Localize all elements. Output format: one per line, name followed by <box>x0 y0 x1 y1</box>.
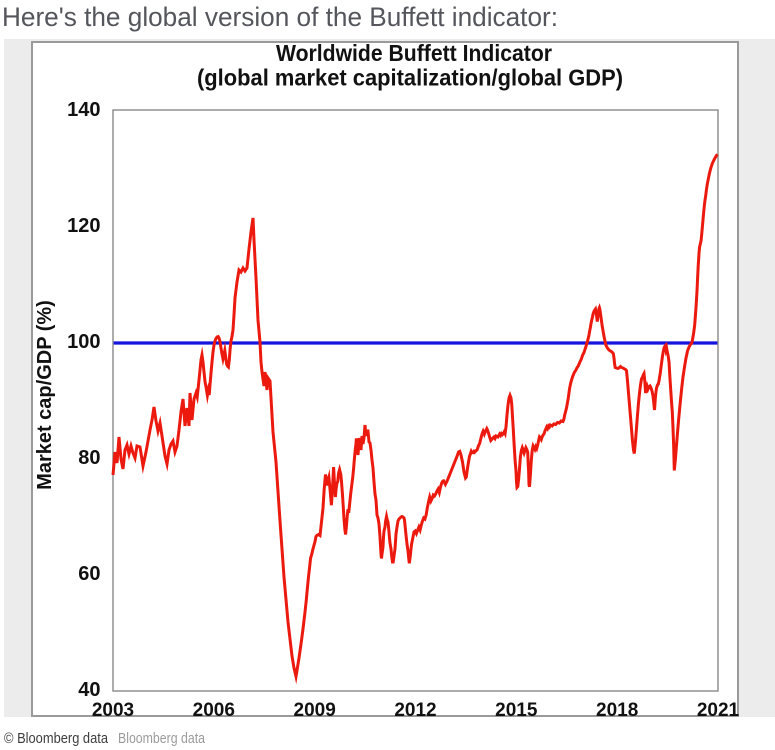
svg-text:2003: 2003 <box>92 700 134 721</box>
svg-text:2006: 2006 <box>193 700 235 721</box>
svg-text:Market cap/GDP (%): Market cap/GDP (%) <box>34 300 56 490</box>
svg-text:2015: 2015 <box>495 700 538 721</box>
svg-text:(global market capitalization/: (global market capitalization/global GDP… <box>197 65 623 91</box>
svg-text:2018: 2018 <box>596 700 638 721</box>
svg-text:2012: 2012 <box>394 700 436 721</box>
svg-text:Bloomberg data: Bloomberg data <box>118 730 206 747</box>
svg-text:2009: 2009 <box>294 700 336 721</box>
svg-text:© Bloomberg data: © Bloomberg data <box>4 730 109 747</box>
svg-text:80: 80 <box>78 447 100 469</box>
svg-text:Worldwide Buffett Indicator: Worldwide Buffett Indicator <box>276 40 552 66</box>
svg-text:2021: 2021 <box>697 700 740 721</box>
svg-text:40: 40 <box>78 679 100 701</box>
svg-text:60: 60 <box>78 563 100 585</box>
svg-text:Here's the global version of t: Here's the global version of the Buffett… <box>2 2 558 32</box>
svg-text:100: 100 <box>67 331 100 353</box>
svg-text:140: 140 <box>67 99 100 121</box>
svg-text:120: 120 <box>67 215 100 237</box>
